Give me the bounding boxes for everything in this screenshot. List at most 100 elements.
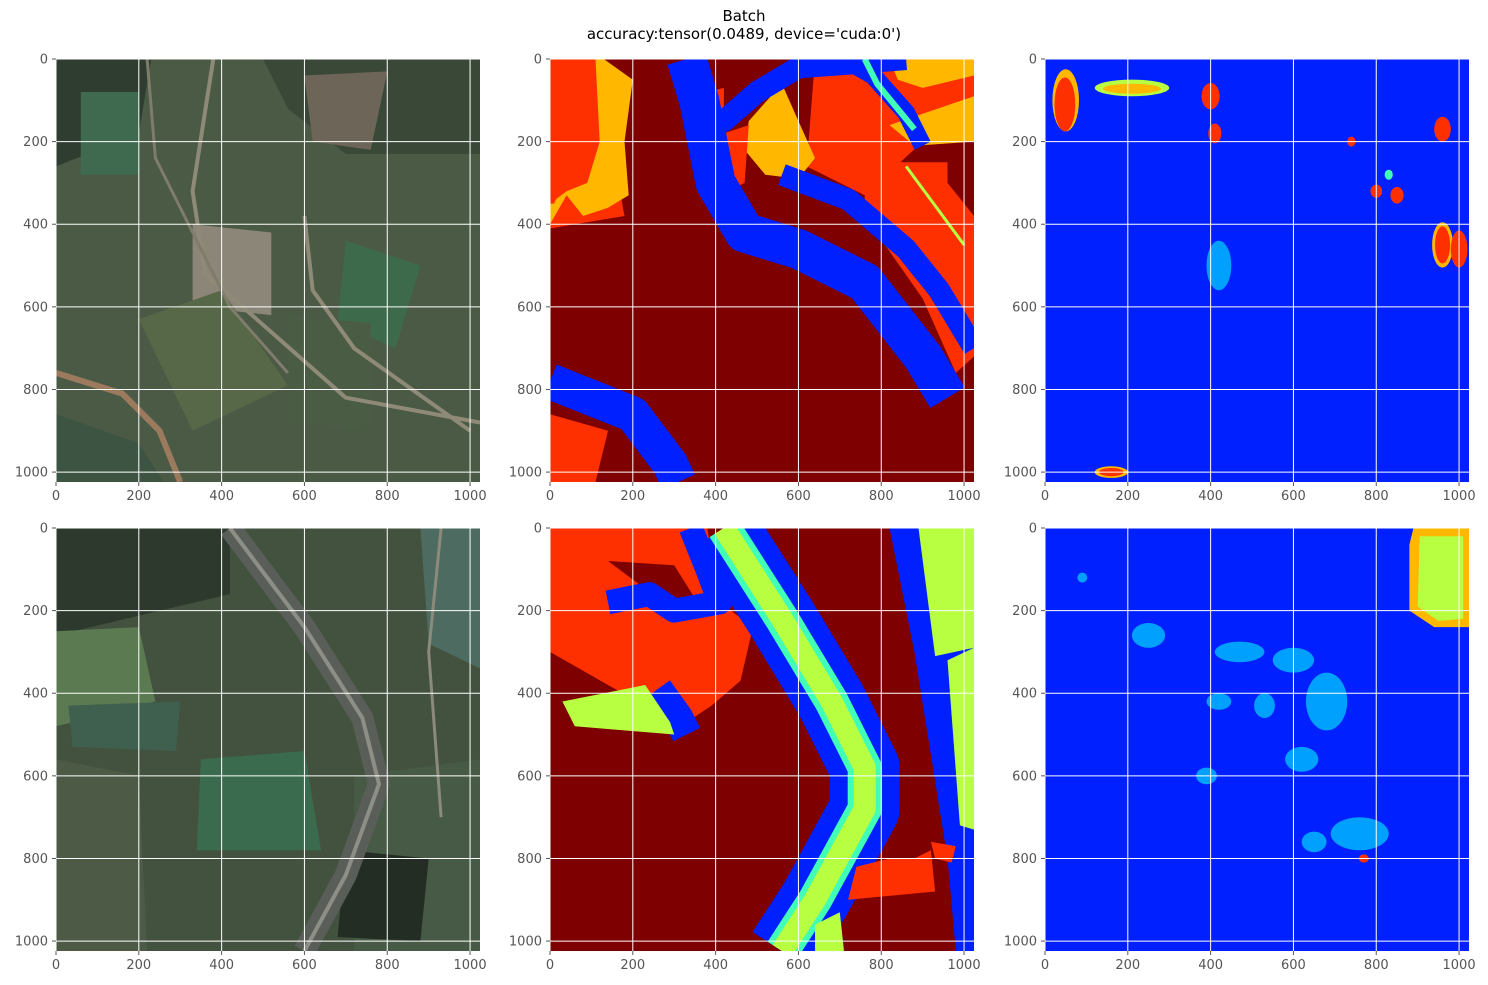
subplot-aerial-image-r1c0: 0 200 400 600 800 1000 0 200 400 600 800 1000 [15, 522, 487, 974]
x-tick-label: 200 [126, 489, 151, 504]
y-tick-label: 0 [1029, 53, 1037, 68]
x-tick-label: 1000 [1443, 489, 1476, 504]
y-tick-label: 800 [517, 852, 542, 867]
field-patch [138, 290, 288, 431]
mask-region [918, 528, 974, 657]
subplot-label-mask-r1c1: 0 200 400 600 800 1000 0 200 400 600 800 1000 [509, 522, 981, 974]
y-tick-label: 600 [517, 300, 542, 315]
x-tick-label: 800 [1364, 489, 1389, 504]
prediction-mask [1045, 59, 1469, 482]
x-tick-label: 400 [1198, 958, 1223, 973]
prediction-blob [1330, 817, 1389, 851]
mask-region [550, 414, 608, 482]
field-patch [56, 627, 156, 727]
y-tick-label: 800 [23, 383, 48, 398]
prediction-blob [1077, 572, 1088, 583]
figure-title: Batch [722, 7, 766, 25]
prediction-blob [1434, 116, 1451, 142]
mask-region [806, 59, 974, 196]
pond-area [56, 414, 164, 482]
x-tick-label: 800 [375, 958, 400, 973]
x-tick-label: 800 [375, 489, 400, 504]
water-area [420, 528, 480, 669]
mask-road [839, 59, 931, 150]
y-tick-label: 200 [517, 604, 542, 619]
x-tick-label: 1000 [454, 958, 487, 973]
subplot-prediction-mask-r1c2: 0 200 400 600 800 1000 0 200 400 600 800 1000 [1004, 522, 1476, 974]
y-tick-label: 400 [23, 687, 48, 702]
mask-region [550, 59, 584, 204]
y-tick-label: 600 [23, 300, 48, 315]
mask-road-center [714, 528, 876, 951]
x-tick-label: 200 [126, 958, 151, 973]
x-tick-label: 800 [869, 489, 894, 504]
mask-road [645, 680, 701, 742]
y-tick-label: 200 [517, 135, 542, 150]
pond-area [68, 701, 181, 752]
mask-region [550, 59, 633, 225]
prediction-blob [1214, 641, 1265, 663]
subplot-prediction-mask-r0c2: 0 200 400 600 800 1000 0 200 400 600 800 1000 [1004, 53, 1476, 505]
x-tick-label: 400 [209, 489, 234, 504]
x-tick-label: 1000 [1443, 958, 1476, 973]
y-tick-label: 600 [1012, 769, 1037, 784]
x-tick-label: 200 [620, 489, 645, 504]
label-mask [550, 59, 974, 482]
subplot-label-mask-r0c1: 0 200 400 600 800 1000 0 200 400 600 800 1000 [509, 53, 981, 505]
prediction-blob [1417, 536, 1464, 621]
subplot-aerial-image-r0c0: 0 200 400 600 800 1000 0 200 400 600 800 1000 [15, 53, 487, 505]
x-tick-label: 400 [1198, 489, 1223, 504]
prediction-blob [1054, 77, 1076, 132]
x-tick-label: 0 [52, 489, 60, 504]
x-tick-label: 400 [209, 958, 234, 973]
mask-road [550, 364, 695, 482]
y-tick-label: 800 [1012, 383, 1037, 398]
x-tick-label: 1000 [454, 489, 487, 504]
prediction-blob [1254, 693, 1275, 718]
y-tick-label: 1000 [1004, 466, 1037, 481]
forest-area [337, 850, 429, 942]
y-tick-label: 400 [517, 687, 542, 702]
road [56, 370, 183, 482]
x-tick-label: 200 [1115, 489, 1140, 504]
field-patch [337, 240, 421, 349]
y-tick-label: 1000 [15, 466, 48, 481]
y-tick-label: 800 [23, 852, 48, 867]
field-patch [80, 92, 139, 175]
mask-region [889, 59, 974, 88]
y-tick-label: 400 [1012, 218, 1037, 233]
road [190, 59, 480, 425]
mask-background [1045, 528, 1469, 951]
mask-road-edge [862, 59, 917, 132]
x-tick-label: 1000 [948, 489, 981, 504]
y-tick-label: 200 [23, 604, 48, 619]
mask-road [778, 164, 974, 354]
x-tick-label: 1000 [948, 958, 981, 973]
x-tick-label: 600 [1281, 958, 1306, 973]
mask-region [744, 83, 815, 179]
prediction-blob [1384, 169, 1393, 180]
field-patch [56, 759, 148, 951]
y-tick-label: 600 [517, 769, 542, 784]
y-tick-label: 200 [23, 135, 48, 150]
prediction-blob [1208, 123, 1222, 144]
mask-line [904, 165, 966, 246]
x-tick-label: 800 [869, 958, 894, 973]
prediction-blob [1301, 831, 1327, 853]
x-tick-label: 600 [292, 489, 317, 504]
mask-region [562, 685, 675, 735]
y-tick-label: 0 [40, 522, 48, 537]
x-tick-label: 0 [546, 958, 554, 973]
x-tick-label: 800 [1364, 958, 1389, 973]
y-tick-label: 1000 [15, 935, 48, 950]
x-tick-label: 400 [703, 958, 728, 973]
y-tick-label: 0 [534, 522, 542, 537]
prediction-blob [1131, 623, 1166, 648]
aerial-image [56, 528, 480, 951]
x-tick-label: 0 [1041, 958, 1049, 973]
prediction-blob [1285, 746, 1319, 772]
mask-background [1045, 59, 1469, 482]
y-tick-label: 0 [534, 53, 542, 68]
prediction-blob [1390, 187, 1404, 204]
